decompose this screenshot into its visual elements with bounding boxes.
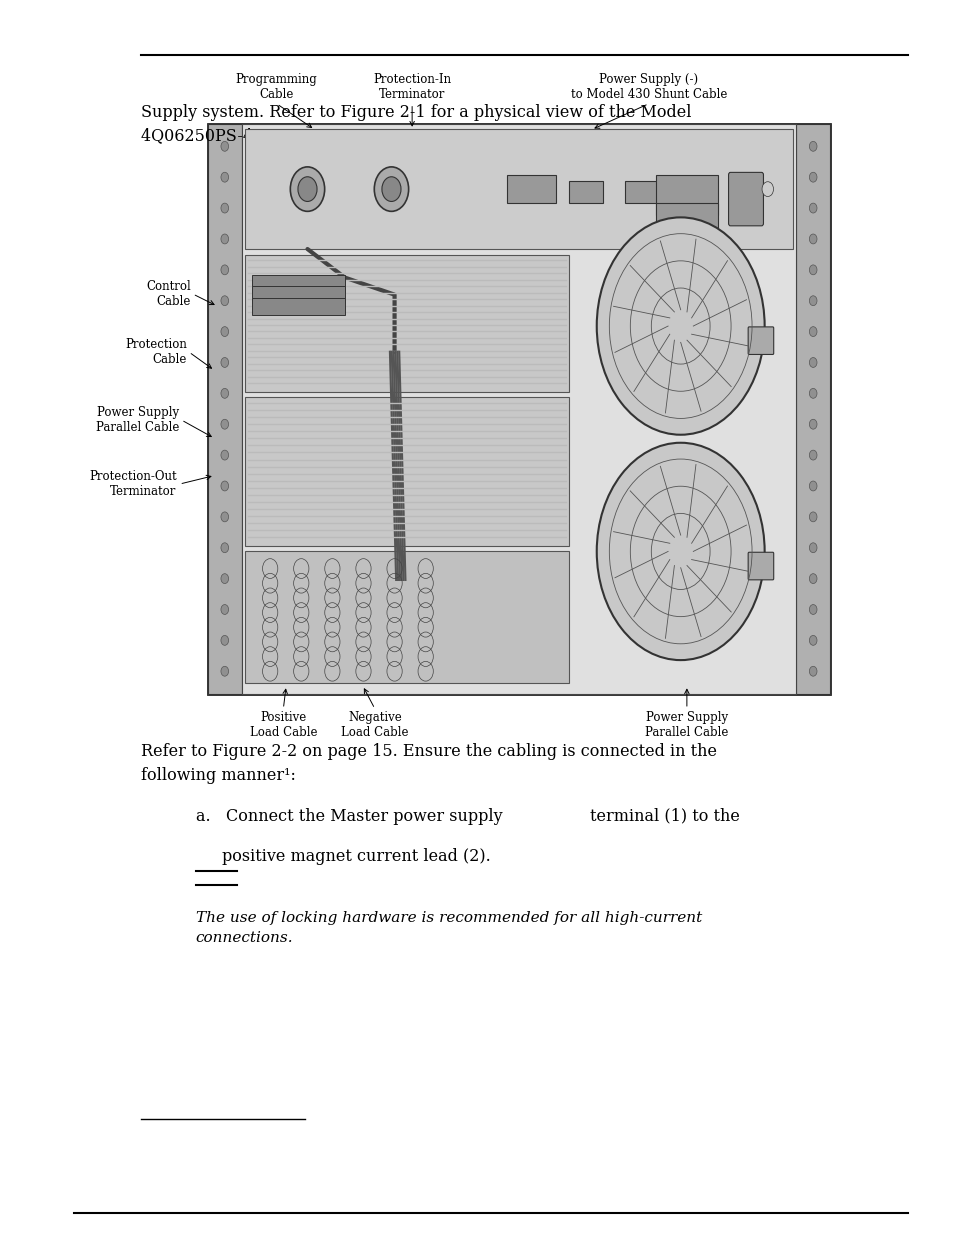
- Text: Protection-Out
Terminator: Protection-Out Terminator: [89, 471, 176, 498]
- Circle shape: [221, 513, 229, 522]
- FancyBboxPatch shape: [747, 552, 773, 580]
- Circle shape: [808, 295, 816, 305]
- Circle shape: [221, 264, 229, 274]
- Text: Refer to Figure 2-2 on page 15. Ensure the cabling is connected in the
following: Refer to Figure 2-2 on page 15. Ensure t…: [141, 743, 717, 784]
- Text: Protection-In
Terminator: Protection-In Terminator: [373, 73, 451, 101]
- Circle shape: [808, 420, 816, 430]
- Circle shape: [808, 574, 816, 584]
- Text: positive magnet current lead (2).: positive magnet current lead (2).: [222, 848, 491, 866]
- Bar: [624, 180, 659, 204]
- Circle shape: [808, 357, 816, 367]
- Circle shape: [808, 636, 816, 646]
- Circle shape: [808, 203, 816, 212]
- Circle shape: [221, 667, 229, 677]
- FancyBboxPatch shape: [728, 173, 762, 226]
- Circle shape: [808, 543, 816, 553]
- Bar: [245, 130, 792, 249]
- Text: terminal (1) to the: terminal (1) to the: [589, 808, 739, 825]
- Bar: [655, 175, 718, 215]
- Circle shape: [221, 543, 229, 553]
- Circle shape: [221, 574, 229, 584]
- Circle shape: [597, 443, 764, 659]
- Circle shape: [290, 167, 324, 211]
- Circle shape: [761, 182, 773, 196]
- Circle shape: [221, 233, 229, 243]
- Circle shape: [808, 326, 816, 336]
- Text: Protection
Cable: Protection Cable: [125, 338, 187, 366]
- Circle shape: [221, 388, 229, 398]
- Text: a.   Connect the Master power supply: a. Connect the Master power supply: [195, 808, 501, 825]
- Circle shape: [808, 233, 816, 243]
- Circle shape: [221, 326, 229, 336]
- Circle shape: [808, 513, 816, 522]
- Circle shape: [808, 141, 816, 151]
- Circle shape: [221, 420, 229, 430]
- Text: Negative
Load Cable: Negative Load Cable: [341, 711, 408, 740]
- Bar: [245, 398, 568, 546]
- Circle shape: [221, 203, 229, 212]
- Text: The use of locking hardware is recommended for all high-current
connections.: The use of locking hardware is recommend…: [195, 911, 701, 945]
- Circle shape: [808, 388, 816, 398]
- Circle shape: [221, 295, 229, 305]
- Bar: [568, 180, 602, 204]
- Bar: [795, 124, 829, 694]
- Circle shape: [221, 172, 229, 182]
- Bar: [245, 551, 568, 683]
- Bar: [242, 124, 795, 694]
- Bar: [252, 287, 344, 304]
- Circle shape: [808, 482, 816, 492]
- Circle shape: [381, 177, 400, 201]
- Bar: [208, 124, 829, 694]
- Circle shape: [221, 482, 229, 492]
- Circle shape: [808, 451, 816, 461]
- Text: Control
Cable: Control Cable: [146, 280, 191, 308]
- Text: Power Supply
Parallel Cable: Power Supply Parallel Cable: [644, 711, 728, 740]
- Circle shape: [221, 357, 229, 367]
- Text: Power Supply (-)
to Model 430 Shunt Cable: Power Supply (-) to Model 430 Shunt Cabl…: [570, 73, 726, 101]
- Circle shape: [297, 177, 316, 201]
- Circle shape: [808, 605, 816, 615]
- Circle shape: [221, 605, 229, 615]
- Bar: [655, 204, 718, 237]
- Bar: [252, 274, 344, 291]
- Circle shape: [374, 167, 408, 211]
- Circle shape: [808, 667, 816, 677]
- Text: Power Supply
Parallel Cable: Power Supply Parallel Cable: [96, 406, 179, 433]
- Text: Positive
Load Cable: Positive Load Cable: [250, 711, 316, 740]
- Bar: [208, 124, 242, 694]
- Text: Programming
Cable: Programming Cable: [235, 73, 317, 101]
- Bar: [252, 298, 344, 315]
- Circle shape: [221, 636, 229, 646]
- Bar: [506, 175, 556, 204]
- Circle shape: [221, 451, 229, 461]
- Text: Supply system. Refer to Figure 2-1 for a physical view of the Model
4Q06250PS-43: Supply system. Refer to Figure 2-1 for a…: [141, 104, 691, 144]
- Bar: [245, 254, 568, 391]
- FancyBboxPatch shape: [747, 327, 773, 354]
- Circle shape: [808, 264, 816, 274]
- Circle shape: [597, 217, 764, 435]
- Circle shape: [808, 172, 816, 182]
- Circle shape: [221, 141, 229, 151]
